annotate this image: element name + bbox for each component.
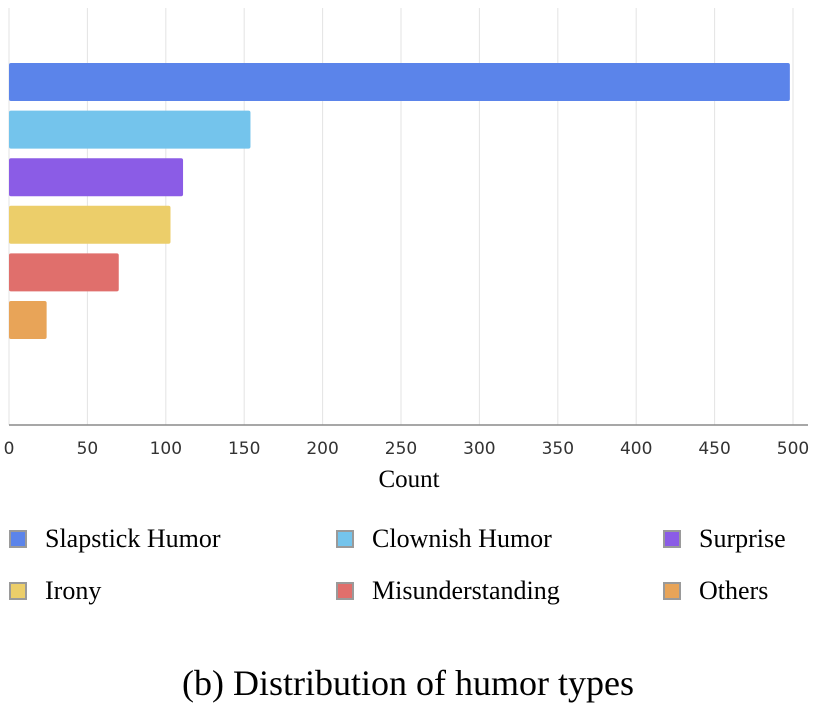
legend-label: Clownish Humor: [372, 524, 552, 553]
legend-label: Others: [699, 576, 769, 605]
legend-swatch-clownish-humor: [336, 530, 354, 548]
bar-slapstick-humor: [9, 63, 790, 101]
x-tick-label: 50: [77, 439, 99, 459]
legend-item-surprise: Surprise: [663, 524, 786, 554]
legend-label: Misunderstanding: [372, 576, 560, 605]
legend-swatch-others: [663, 582, 681, 600]
legend-swatch-surprise: [663, 530, 681, 548]
bar-irony: [9, 205, 171, 244]
x-tick-label: 400: [620, 439, 652, 459]
legend-item-misunderstanding: Misunderstanding: [336, 576, 560, 606]
bars: [9, 63, 790, 339]
x-tick-label: 150: [228, 439, 260, 459]
legend-swatch-misunderstanding: [336, 582, 354, 600]
bar-clownish-humor: [9, 110, 251, 149]
legend-item-slapstick-humor: Slapstick Humor: [9, 524, 221, 554]
legend-swatch-slapstick-humor: [9, 530, 27, 548]
x-tick-label: 100: [150, 439, 182, 459]
x-tick-label: 200: [306, 439, 338, 459]
x-tick-label: 450: [698, 439, 730, 459]
legend-swatch-irony: [9, 582, 27, 600]
legend-item-clownish-humor: Clownish Humor: [336, 524, 552, 554]
x-tick-labels: 0 50 100 150 200 250 300 350 400 450 500: [4, 439, 810, 459]
legend-label: Irony: [45, 576, 102, 605]
legend-item-irony: Irony: [9, 576, 101, 606]
legend-label: Surprise: [699, 524, 786, 553]
bar-chart: 0 50 100 150 200 250 300 350 400 450 500 Count: [4, 8, 810, 493]
x-tick-label: 350: [542, 439, 574, 459]
x-tick-label: 300: [463, 439, 495, 459]
figure-caption: (b) Distribution of humor types: [182, 663, 634, 703]
x-tick-label: 0: [4, 439, 15, 459]
bar-surprise: [9, 158, 184, 197]
legend-label: Slapstick Humor: [45, 524, 221, 553]
x-axis-title: Count: [378, 466, 439, 493]
legend-item-others: Others: [663, 576, 768, 606]
x-tick-label: 250: [385, 439, 417, 459]
x-tick-label: 500: [777, 439, 809, 459]
bar-misunderstanding: [9, 253, 119, 292]
legend: Slapstick Humor Clownish Humor Surprise …: [0, 516, 816, 626]
bar-others: [9, 301, 47, 339]
